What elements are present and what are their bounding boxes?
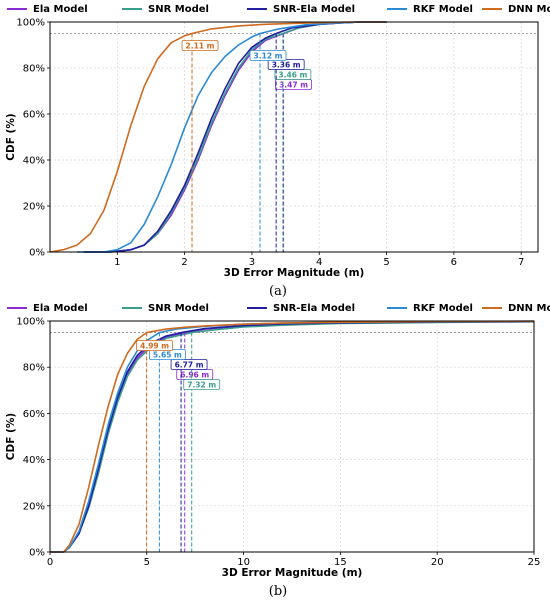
x-tick-label: 5 [383, 257, 389, 268]
grid [50, 21, 538, 253]
x-tick-label: 5 [144, 557, 150, 568]
legend: Ela Model SNR Model SNR-Ela Model RKF Model… [7, 4, 550, 15]
legend-label: SNR-Ela Model [273, 4, 355, 15]
series-line-ela-model [50, 320, 535, 553]
x-tick-label: 0 [47, 557, 53, 568]
legend-label: RKF Model [413, 4, 473, 15]
y-tick-label: 60% [23, 110, 45, 121]
legend-label: SNR Model [148, 4, 209, 15]
threshold-label-box [249, 50, 287, 61]
x-tick-label: 4 [316, 257, 322, 268]
threshold-label: 3.46 m [278, 71, 307, 80]
y-tick-label: 20% [23, 501, 45, 512]
y-tick-label: 40% [23, 156, 45, 167]
y-tick-label: 0% [29, 548, 45, 559]
x-tick-label: 25 [528, 557, 541, 568]
y-tick-label: 40% [23, 455, 45, 466]
y-axis-label: CDF (%) [5, 413, 17, 460]
chart-panel-b: 0 5 10 15 20 25 0% 20% 40% 60% 80% 100% 6.96 m7.32 m… [5, 303, 550, 579]
y-tick-label: 60% [23, 409, 45, 420]
series-line-snr-ela-model [50, 320, 535, 553]
y-tick-label: 80% [23, 363, 45, 374]
threshold-label: 5.65 m [153, 351, 182, 360]
series-line-snr-model [83, 21, 387, 253]
x-tick-label: 7 [518, 257, 524, 268]
series-line-rkf-model [50, 320, 535, 553]
series-line-dnn-model [50, 320, 535, 553]
threshold-label: 4.99 m [140, 342, 169, 351]
legend-label: RKF Model [413, 303, 473, 314]
x-tick-label: 6 [451, 257, 457, 268]
series-line-dnn-model [49, 21, 387, 253]
legend-label: SNR Model [148, 303, 209, 314]
legend-label: DNN Model [508, 303, 550, 314]
y-tick-label: 20% [23, 202, 45, 213]
x-tick-label: 15 [334, 557, 347, 568]
y-axis-label: CDF (%) [5, 113, 17, 160]
panel-a-label: (a) [269, 284, 287, 299]
x-axis-label: 3D Error Magnitude (m) [224, 267, 365, 279]
x-axis-label: 3D Error Magnitude (m) [222, 567, 363, 579]
threshold-label-box [136, 340, 174, 351]
x-tick-label: 10 [237, 557, 250, 568]
x-tick-label: 2 [181, 257, 187, 268]
threshold-label-box [170, 359, 208, 370]
legend-label: DNN Model [508, 4, 550, 15]
y-tick-label: 0% [29, 248, 45, 259]
y-tick-label: 100% [16, 18, 45, 29]
series-line-snr-ela-model [83, 21, 387, 253]
series-line-ela-model [83, 21, 387, 253]
threshold-label-box [181, 40, 219, 51]
x-tick-label: 1 [114, 257, 120, 268]
axes-frame [49, 320, 535, 553]
threshold-label: 2.11 m [186, 42, 215, 51]
threshold-label: 3.47 m [279, 81, 308, 90]
threshold-label-box [183, 379, 221, 390]
legend: Ela Model SNR Model SNR-Ela Model RKF Model… [7, 303, 550, 314]
threshold-label: 6.96 m [180, 371, 209, 380]
chart-panel-a: 1 2 3 4 5 6 7 0% 20% 40% 60% 80% 100% 3.47 m3.46 m3.3… [5, 4, 550, 279]
y-tick-label: 80% [23, 64, 45, 75]
threshold-label: 3.12 m [254, 52, 283, 61]
grid [49, 320, 535, 553]
legend-label: Ela Model [33, 4, 88, 15]
threshold-label: 3.36 m [272, 61, 301, 70]
threshold-label: 6.77 m [175, 361, 204, 370]
series-line-snr-model [50, 320, 535, 553]
series-line-rkf-model [76, 21, 387, 253]
legend-label: SNR-Ela Model [273, 303, 355, 314]
axes-frame [49, 21, 539, 253]
legend-label: Ela Model [33, 303, 88, 314]
x-tick-label: 20 [431, 557, 444, 568]
threshold-label: 7.32 m [187, 381, 216, 390]
panel-b-label: (b) [268, 584, 288, 599]
x-tick-label: 3 [249, 257, 255, 268]
y-tick-label: 100% [16, 317, 45, 328]
